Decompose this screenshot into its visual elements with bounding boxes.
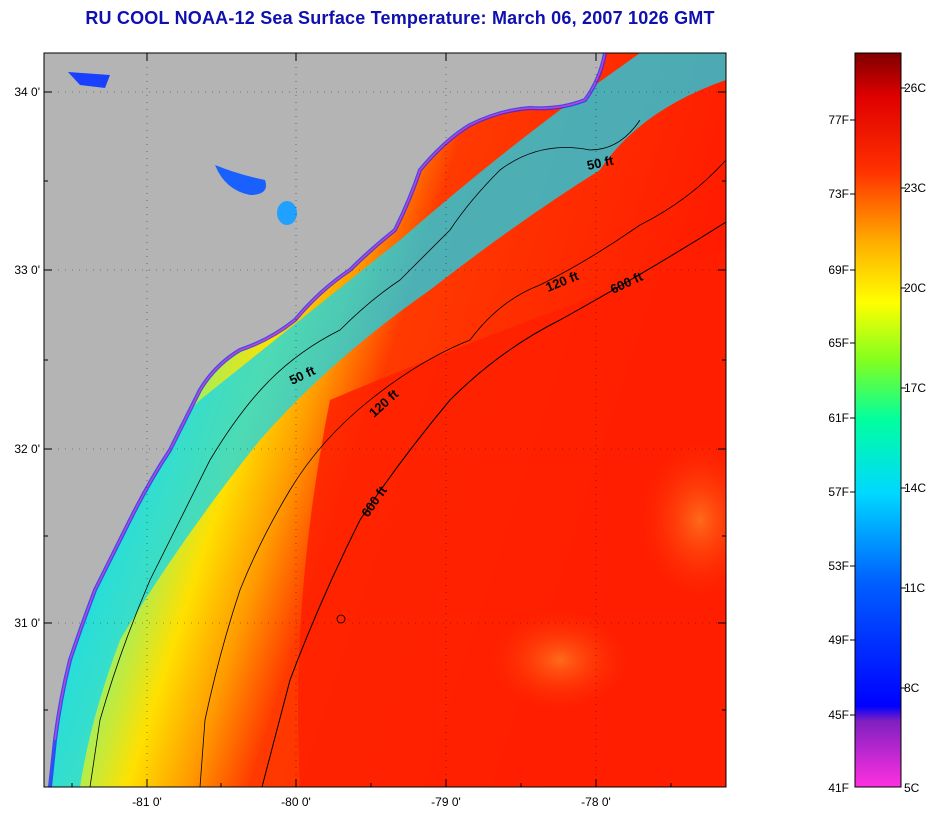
map-panel: 50 ft 50 ft 120 ft 120 ft 600 ft 600 ft: [44, 53, 726, 787]
colorbar-f-label: 65F: [828, 336, 849, 350]
colorbar-ticks: [850, 87, 906, 716]
warm-eddy: [640, 440, 726, 600]
colorbar-f-label: 57F: [828, 485, 849, 499]
contour-50ft: [89, 119, 641, 787]
map-frame: [43, 52, 727, 788]
lon-label: -80 0': [281, 795, 311, 809]
colorbar-f-label: 61F: [828, 411, 849, 425]
lat-label: 33 0': [14, 263, 40, 277]
colorbar-c-label: 11C: [904, 581, 925, 595]
colorbar-f-label: 41F: [828, 781, 849, 795]
colorbar-c-label: 14C: [904, 481, 926, 495]
colorbar-c-label: 26C: [904, 81, 926, 95]
lon-label: -78 0': [581, 795, 611, 809]
inland-lake: [68, 72, 110, 88]
contour-label: 50 ft: [586, 153, 616, 173]
colorbar-celsius-labels: 26C 23C 20C 17C 14C 11C 8C 5C: [904, 81, 926, 795]
contour-120ft: [199, 159, 726, 787]
colorbar-f-label: 69F: [828, 263, 849, 277]
axis-ticks: [44, 53, 726, 787]
colorbar-c-label: 5C: [904, 781, 920, 795]
lat-label: 31 0': [14, 616, 40, 630]
lon-label: -81 0': [132, 795, 162, 809]
colorbar-f-label: 45F: [828, 708, 849, 722]
lon-label: -79 0': [431, 795, 461, 809]
colorbar-c-label: 20C: [904, 281, 926, 295]
colorbar-f-label: 77F: [828, 113, 849, 127]
colorbar-f-label: 73F: [828, 187, 849, 201]
land-mass: [44, 53, 605, 787]
colorbar-c-label: 17C: [904, 381, 926, 395]
map-title: RU COOL NOAA-12 Sea Surface Temperature:…: [85, 8, 715, 28]
colorbar: [854, 52, 902, 788]
contour-600ft: [261, 221, 726, 787]
lat-label: 34 0': [14, 85, 40, 99]
inland-lake: [215, 165, 266, 195]
inland-lake: [277, 201, 297, 225]
lat-label: 32 0': [14, 442, 40, 456]
colorbar-c-label: 8C: [904, 681, 920, 695]
colorbar-fahrenheit-labels: 77F 73F 69F 65F 61F 57F 53F 49F 45F 41F: [828, 113, 849, 795]
colorbar-f-label: 49F: [828, 633, 849, 647]
colorbar-f-label: 53F: [828, 559, 849, 573]
colorbar-c-label: 23C: [904, 181, 926, 195]
